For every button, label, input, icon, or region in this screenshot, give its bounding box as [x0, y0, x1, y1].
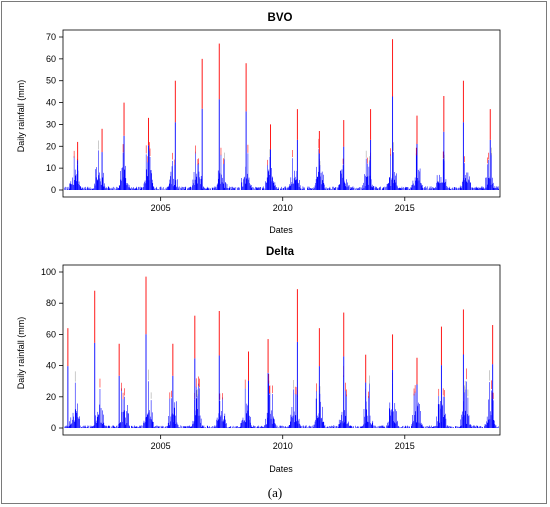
bvo-xlabel: Dates: [269, 225, 293, 235]
x-tick-label: 2015: [395, 203, 415, 213]
bvo-title: BVO: [268, 12, 293, 24]
y-tick-label: 40: [46, 98, 56, 108]
y-tick-label: 60: [46, 329, 56, 339]
daily-bars: [64, 365, 499, 428]
y-tick-label: 20: [46, 392, 56, 402]
daily-bars: [63, 138, 499, 190]
x-tick-label: 2005: [151, 203, 171, 213]
delta-title: Delta: [266, 246, 295, 258]
y-tick-label: 20: [46, 141, 56, 151]
y-tick-label: 100: [41, 267, 56, 277]
delta-panel: Delta Daily rainfall (mm) Dates 0 20 40 60 8…: [16, 246, 501, 474]
x-tick-label: 2010: [273, 203, 293, 213]
y-tick-label: 10: [46, 163, 56, 173]
y-tick-label: 60: [46, 54, 56, 64]
y-tick-label: 0: [51, 185, 56, 195]
y-tick-label: 70: [46, 32, 56, 42]
figure-caption: (a): [267, 485, 283, 500]
delta-plot: 0 20 40 60 80 100 2005 2010 2015: [41, 264, 501, 451]
delta-xlabel: Dates: [269, 464, 293, 474]
x-tick-label: 2015: [395, 441, 415, 451]
y-tick-label: 50: [46, 76, 56, 86]
x-tick-label: 2005: [151, 441, 171, 451]
delta-ylabel: Daily rainfall (mm): [16, 317, 26, 390]
plot-frame: [62, 29, 501, 198]
y-tick-label: 80: [46, 298, 56, 308]
plot-frame: [62, 264, 501, 436]
bvo-plot: 0 10 20 30 40 50 60 70 2005 2010 2015: [46, 29, 501, 213]
bvo-ylabel: Daily rainfall (mm): [16, 80, 26, 153]
y-tick-label: 30: [46, 119, 56, 129]
y-tick-label: 0: [51, 423, 56, 433]
bvo-panel: BVO Daily rainfall (mm) Dates 0 10 20 30 40 5…: [16, 12, 501, 235]
y-tick-label: 40: [46, 361, 56, 371]
x-tick-label: 2010: [273, 441, 293, 451]
